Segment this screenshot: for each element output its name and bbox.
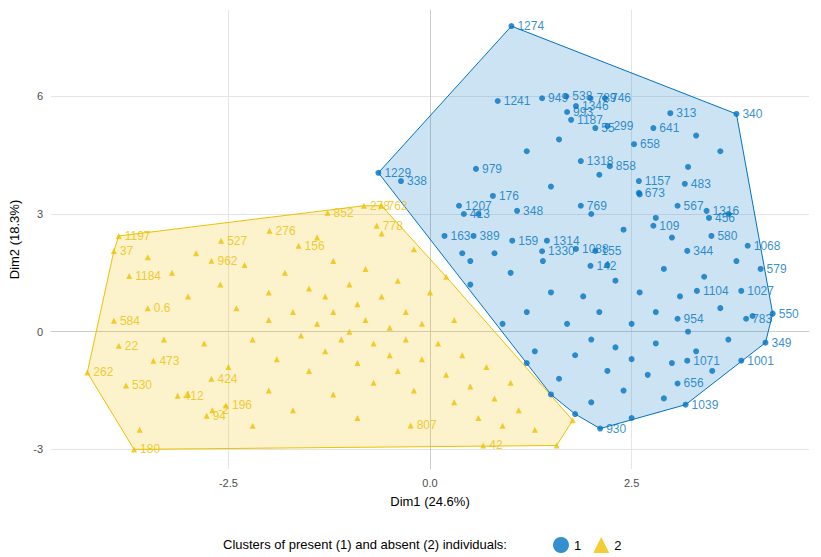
svg-text:349: 349 <box>771 336 791 350</box>
svg-text:769: 769 <box>587 199 607 213</box>
svg-text:979: 979 <box>482 162 502 176</box>
svg-text:658: 658 <box>640 137 660 151</box>
svg-text:262: 262 <box>93 365 113 379</box>
svg-text:299: 299 <box>613 119 633 133</box>
svg-text:338: 338 <box>407 174 427 188</box>
svg-text:1088: 1088 <box>582 242 609 256</box>
svg-text:196: 196 <box>232 398 252 412</box>
svg-text:0: 0 <box>37 326 43 338</box>
svg-text:1068: 1068 <box>754 239 781 253</box>
svg-text:1187: 1187 <box>577 113 603 127</box>
svg-text:1027: 1027 <box>747 284 774 298</box>
svg-text:340: 340 <box>742 107 762 121</box>
svg-text:807: 807 <box>417 418 437 432</box>
svg-text:3: 3 <box>37 208 43 220</box>
svg-text:313: 313 <box>676 106 696 120</box>
svg-text:949: 949 <box>548 91 568 105</box>
svg-text:530: 530 <box>132 378 152 392</box>
svg-text:156: 156 <box>305 239 325 253</box>
svg-text:1: 1 <box>574 538 581 553</box>
svg-text:783: 783 <box>752 312 772 326</box>
svg-text:567: 567 <box>684 199 704 213</box>
svg-text:858: 858 <box>616 159 636 173</box>
svg-text:424: 424 <box>217 372 237 386</box>
svg-text:180: 180 <box>140 442 160 456</box>
svg-text:-2.5: -2.5 <box>219 477 238 489</box>
svg-text:1241: 1241 <box>504 94 531 108</box>
svg-text:22: 22 <box>125 339 139 353</box>
svg-text:1318: 1318 <box>587 154 614 168</box>
svg-text:527: 527 <box>227 234 247 248</box>
svg-text:37: 37 <box>120 244 134 258</box>
svg-text:473: 473 <box>159 354 179 368</box>
svg-text:550: 550 <box>779 307 799 321</box>
svg-text:0.0: 0.0 <box>422 477 437 489</box>
svg-text:746: 746 <box>611 91 631 105</box>
svg-text:852: 852 <box>334 206 354 220</box>
svg-text:1001: 1001 <box>747 354 774 368</box>
svg-text:1274: 1274 <box>517 19 544 33</box>
svg-text:-2: -2 <box>218 403 229 417</box>
svg-text:673: 673 <box>645 186 665 200</box>
svg-text:762: 762 <box>388 199 408 213</box>
svg-text:1104: 1104 <box>703 284 729 298</box>
svg-text:1071: 1071 <box>693 354 720 368</box>
svg-text:163: 163 <box>451 229 471 243</box>
svg-text:-3: -3 <box>33 443 43 455</box>
svg-text:412: 412 <box>184 389 204 403</box>
svg-text:1330: 1330 <box>548 244 575 258</box>
svg-text:Dim1 (24.6%): Dim1 (24.6%) <box>390 494 469 509</box>
svg-text:6: 6 <box>37 90 43 102</box>
svg-text:1184: 1184 <box>135 269 161 283</box>
svg-text:Clusters of present (1) and ab: Clusters of present (1) and absent (2) i… <box>223 537 507 552</box>
svg-text:1197: 1197 <box>125 229 151 243</box>
svg-text:Dim2 (18.3%): Dim2 (18.3%) <box>7 200 22 279</box>
svg-text:348: 348 <box>523 204 543 218</box>
svg-text:483: 483 <box>691 177 711 191</box>
svg-text:176: 176 <box>499 189 519 203</box>
svg-text:954: 954 <box>684 312 704 326</box>
svg-text:456: 456 <box>715 211 735 225</box>
svg-text:2.5: 2.5 <box>624 477 639 489</box>
svg-text:2: 2 <box>614 538 621 553</box>
svg-text:584: 584 <box>120 314 140 328</box>
svg-text:0.6: 0.6 <box>154 301 171 315</box>
svg-text:1039: 1039 <box>692 398 719 412</box>
svg-text:55: 55 <box>601 121 615 135</box>
svg-text:962: 962 <box>217 254 237 268</box>
svg-text:656: 656 <box>684 376 704 390</box>
svg-text:42: 42 <box>489 438 503 452</box>
svg-text:579: 579 <box>767 262 787 276</box>
svg-text:142: 142 <box>596 259 616 273</box>
svg-text:109: 109 <box>659 219 679 233</box>
svg-text:276: 276 <box>276 224 296 238</box>
svg-text:159: 159 <box>518 234 538 248</box>
svg-text:389: 389 <box>480 229 500 243</box>
svg-text:413: 413 <box>470 207 490 221</box>
svg-text:344: 344 <box>693 244 713 258</box>
svg-text:641: 641 <box>659 121 679 135</box>
svg-text:930: 930 <box>606 422 626 436</box>
svg-text:778: 778 <box>383 219 403 233</box>
svg-text:580: 580 <box>717 229 737 243</box>
